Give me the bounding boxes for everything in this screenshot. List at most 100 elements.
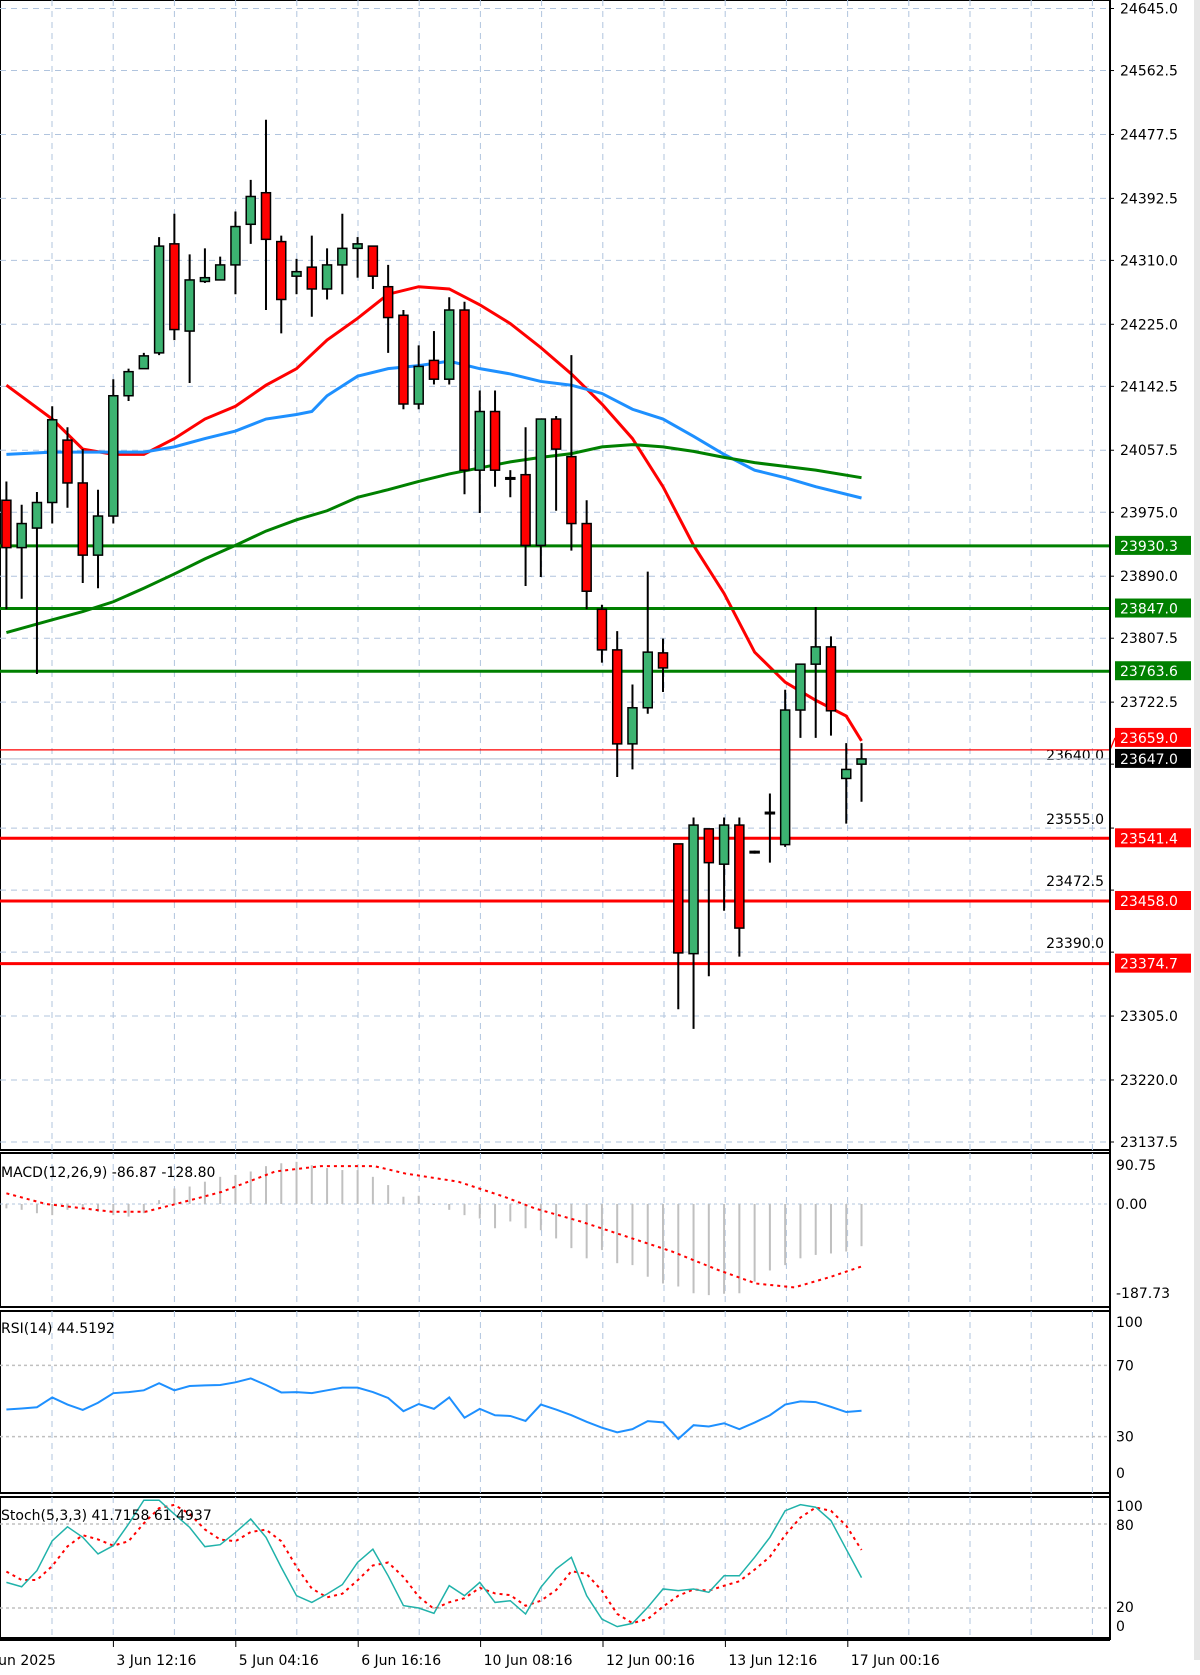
time-tick-label: 13 Jun 12:16 <box>728 1653 817 1669</box>
candle-body <box>459 309 470 471</box>
candle-body <box>795 663 806 711</box>
candle <box>306 235 318 317</box>
macd-tick-label: 0.00 <box>1116 1197 1147 1213</box>
price-tick-label: 23137.5 <box>1120 1135 1178 1151</box>
candle <box>749 850 760 854</box>
price-tag-label: 23541.4 <box>1120 831 1178 847</box>
candle <box>489 390 501 487</box>
candle-body <box>352 243 363 250</box>
macd-tick-label: -187.73 <box>1116 1286 1170 1302</box>
time-tick-label: 3 Jun 12:16 <box>116 1653 196 1669</box>
candle <box>520 427 531 586</box>
candle-body <box>810 646 821 665</box>
candle <box>1 481 12 610</box>
price-tag-label: 23659.0 <box>1120 731 1178 747</box>
stoch-tick-label: 20 <box>1116 1600 1134 1616</box>
candle <box>291 258 302 295</box>
rsi-tick-label: 100 <box>1116 1315 1143 1331</box>
candle <box>276 235 287 334</box>
price-tick-label: 23305.0 <box>1120 1009 1178 1025</box>
rsi-tick-label: 0 <box>1116 1466 1125 1482</box>
candle <box>31 491 43 674</box>
candle <box>138 352 150 370</box>
candle-body <box>703 828 715 864</box>
price-tag-label: 23458.0 <box>1120 894 1178 910</box>
time-tick-label: Jun 2025 <box>0 1653 56 1669</box>
candle <box>413 345 424 410</box>
price-tick-label: 23807.5 <box>1120 631 1178 647</box>
stoch-tick-label: 0 <box>1116 1619 1125 1635</box>
candle-body <box>276 240 287 301</box>
candle <box>321 248 333 300</box>
panel-sto <box>0 1496 1111 1639</box>
candle-body <box>62 439 73 484</box>
candle-body <box>443 309 455 380</box>
time-tick-label: 10 Jun 08:16 <box>484 1653 573 1669</box>
price-tag-current <box>1115 748 1191 768</box>
candle-body <box>413 365 424 405</box>
candle <box>77 449 88 583</box>
candle <box>153 237 165 356</box>
price-tick-label: 24477.5 <box>1120 127 1178 143</box>
candle <box>566 355 577 551</box>
price-tag-label: 23847.0 <box>1120 602 1178 618</box>
candle <box>596 604 608 663</box>
candle-body <box>642 651 653 709</box>
candle-body <box>1 499 12 549</box>
price-tag-label: 23763.6 <box>1120 664 1178 680</box>
time-tick-label: 17 Jun 00:16 <box>851 1653 940 1669</box>
candle-body <box>734 824 745 929</box>
moving-average-ma_fast <box>5 285 863 742</box>
time-tick-label: 12 Jun 00:16 <box>606 1653 695 1669</box>
candle-body <box>398 314 409 405</box>
time-tick-label: 5 Jun 04:16 <box>239 1653 319 1669</box>
candle <box>169 213 180 341</box>
scrollbar[interactable] <box>1194 0 1200 1660</box>
candle <box>505 470 516 498</box>
candle-body <box>627 707 638 745</box>
candle <box>779 689 791 847</box>
candle-body <box>550 418 562 450</box>
candle-body <box>199 276 211 283</box>
price-tick-label: 24392.5 <box>1120 191 1178 207</box>
candle <box>337 213 348 295</box>
candle <box>841 743 852 824</box>
candle-body <box>367 245 379 277</box>
candle-body <box>825 646 837 712</box>
candle <box>123 368 134 401</box>
panel-rsi <box>0 1310 1111 1494</box>
price-tick-label: 23640.0 <box>1046 748 1104 764</box>
candle <box>459 301 470 495</box>
candle-body <box>31 501 43 529</box>
candle-body <box>337 247 348 266</box>
candle <box>535 418 547 577</box>
candle-body <box>184 279 195 332</box>
candle <box>46 406 58 524</box>
candle <box>382 264 394 353</box>
candle <box>428 331 440 385</box>
candle <box>703 828 715 977</box>
price-tick-label: 24057.5 <box>1120 443 1178 459</box>
price-tag-support <box>1115 828 1191 848</box>
candle-body <box>779 709 791 846</box>
candle <box>184 254 195 383</box>
stoch-main-line <box>6 1499 863 1628</box>
candle-body <box>214 264 226 281</box>
candle <box>642 571 653 714</box>
candle <box>795 663 806 738</box>
candle <box>673 843 684 1010</box>
candle-body <box>260 191 272 241</box>
candle-body <box>566 455 577 525</box>
candle-body <box>92 515 104 556</box>
candle <box>398 310 409 410</box>
candle <box>92 489 104 589</box>
macd-tick-label: 90.75 <box>1116 1158 1156 1174</box>
candle-body <box>581 522 592 592</box>
candle <box>657 638 669 692</box>
candle-body <box>489 410 501 471</box>
candle-body <box>77 482 88 556</box>
candle-body <box>169 243 180 331</box>
candle-body <box>138 355 150 370</box>
price-tick-label: 24562.5 <box>1120 64 1178 80</box>
